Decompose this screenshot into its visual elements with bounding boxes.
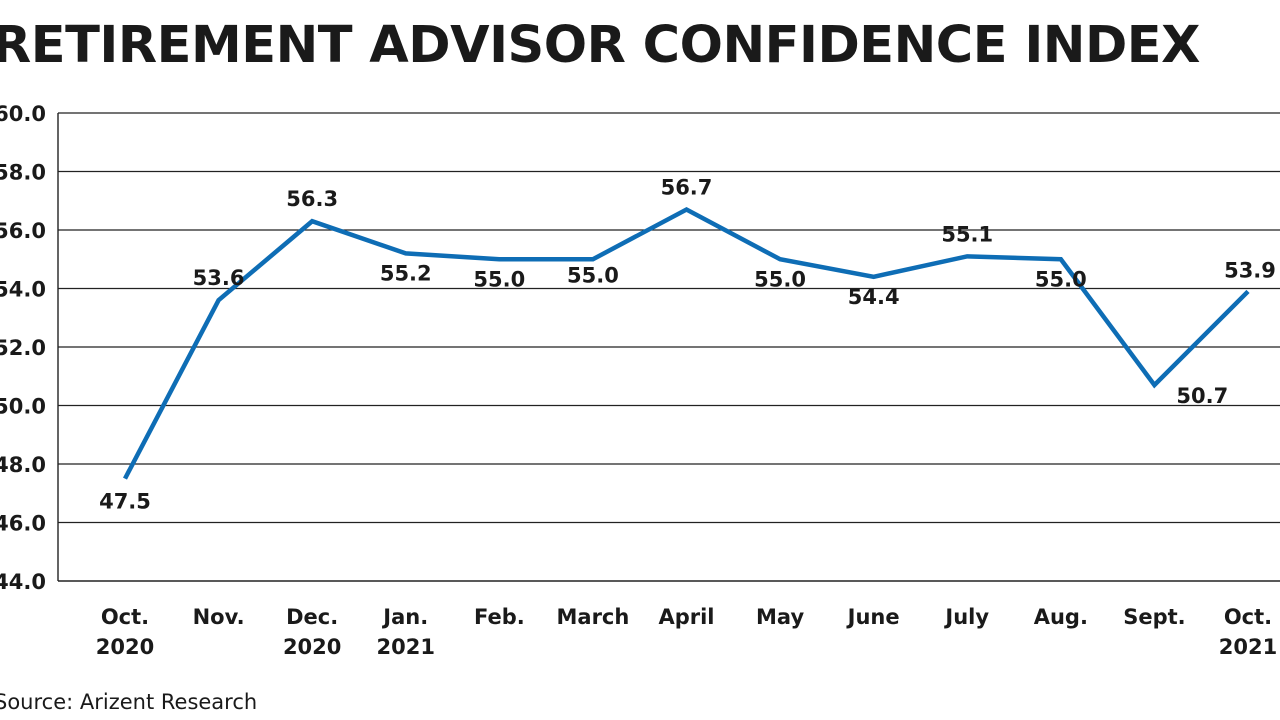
x-tick-label: Oct. 2020 (96, 605, 154, 659)
x-tick-label: April (658, 605, 714, 629)
y-tick-labels: 44.0 46.0 48.0 50.0 52.0 54.0 56.0 58.0 60.0 (0, 102, 46, 594)
y-tick-label: 56.0 (0, 219, 46, 243)
data-label: 55.2 (380, 261, 432, 285)
gridlines (58, 112, 1280, 524)
data-label: 50.7 (1176, 384, 1228, 408)
data-label: 56.3 (286, 187, 338, 211)
y-axis (57, 113, 1280, 582)
y-tick-label: 52.0 (0, 336, 46, 360)
data-label: 55.0 (567, 263, 619, 287)
series-line (123, 206, 1250, 480)
chart-title: RETIREMENT ADVISOR CONFIDENCE INDEX (0, 16, 1200, 75)
y-tick-label: 48.0 (0, 453, 46, 477)
x-tick-label: June (846, 605, 900, 629)
data-label: 55.1 (941, 222, 993, 246)
x-tick-label: Feb. (474, 605, 525, 629)
x-tick-label: July (943, 605, 989, 629)
x-tick-label: May (756, 605, 804, 629)
x-tick-labels: Oct. 2020 Nov. Dec. 2020 Jan. 2021 Feb. March Apr… (96, 605, 1277, 659)
y-tick-label: 44.0 (0, 570, 46, 594)
y-tick-label: 54.0 (0, 278, 46, 302)
x-tick-label: Jan. 2021 (377, 605, 435, 659)
data-label: 53.6 (193, 266, 245, 290)
y-tick-label: 60.0 (0, 102, 46, 126)
x-tick-label: Dec. 2020 (283, 605, 341, 659)
data-label: 55.0 (1035, 267, 1087, 291)
x-tick-label: March (557, 605, 630, 629)
data-label: 55.0 (754, 267, 806, 291)
data-labels: 47.5 53.6 56.3 55.2 55.0 55.0 56.7 55.0 54.4 55.1… (99, 176, 1276, 514)
source-note: Source: Arizent Research (0, 690, 258, 714)
series-line-group (123, 206, 1250, 480)
x-tick-label: Sept. (1123, 605, 1185, 629)
data-label: 55.0 (473, 267, 525, 291)
x-tick-label: Oct. 2021 (1219, 605, 1277, 659)
x-tick-label: Aug. (1034, 605, 1088, 629)
y-tick-label: 46.0 (0, 512, 46, 536)
y-tick-label: 50.0 (0, 395, 46, 419)
data-label: 56.7 (661, 176, 713, 200)
x-tick-label: Nov. (193, 605, 245, 629)
data-label: 53.9 (1224, 258, 1276, 282)
data-label: 47.5 (99, 490, 151, 514)
y-tick-label: 58.0 (0, 161, 46, 185)
data-label: 54.4 (848, 285, 900, 309)
